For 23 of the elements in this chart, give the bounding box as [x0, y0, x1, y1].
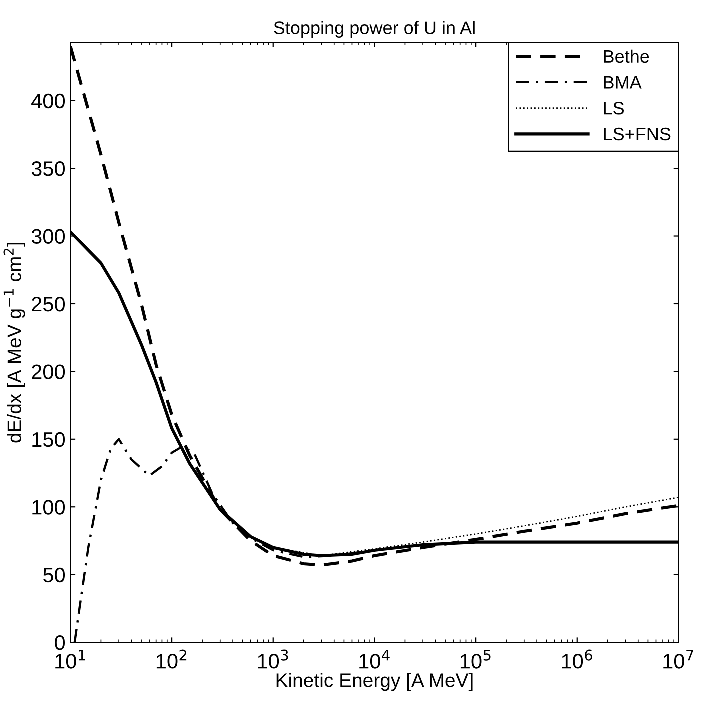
y-tick-label: 200 — [32, 364, 66, 380]
y-tick-label: 150 — [32, 432, 66, 448]
x-tick-label: 10$^{5}$ — [460, 650, 491, 669]
x-tick-label: 10$^{2}$ — [156, 650, 187, 669]
legend-label: LS — [604, 102, 624, 115]
y-tick-label: 400 — [32, 94, 66, 109]
x-tick-label: 10$^{4}$ — [360, 650, 390, 669]
y-tick-label: 300 — [32, 229, 66, 244]
legend-label: LS+FNS — [604, 128, 671, 141]
y-axis-title: dE/dx [A MeV g$^{−1}$ cm$^{2}$] — [4, 242, 26, 443]
y-tick-label: 50 — [44, 568, 66, 583]
x-tick-label: 10$^{6}$ — [562, 650, 592, 669]
x-axis-title: Kinetic Energy [A MeV] — [276, 673, 473, 692]
y-tick-label: 0 — [55, 636, 66, 650]
legend-label: BMA — [604, 76, 642, 89]
y-tick-label: 350 — [32, 162, 66, 176]
legend-label: Bethe — [604, 50, 650, 64]
x-tick-label: 10$^{3}$ — [258, 650, 288, 669]
x-tick-label: 10$^{7}$ — [664, 650, 694, 669]
y-tick-label: 250 — [32, 296, 66, 312]
chart-title: Stopping power of U in Al — [274, 21, 475, 38]
x-tick-label: 10$^{1}$ — [56, 650, 86, 669]
y-tick-label: 100 — [32, 500, 66, 515]
